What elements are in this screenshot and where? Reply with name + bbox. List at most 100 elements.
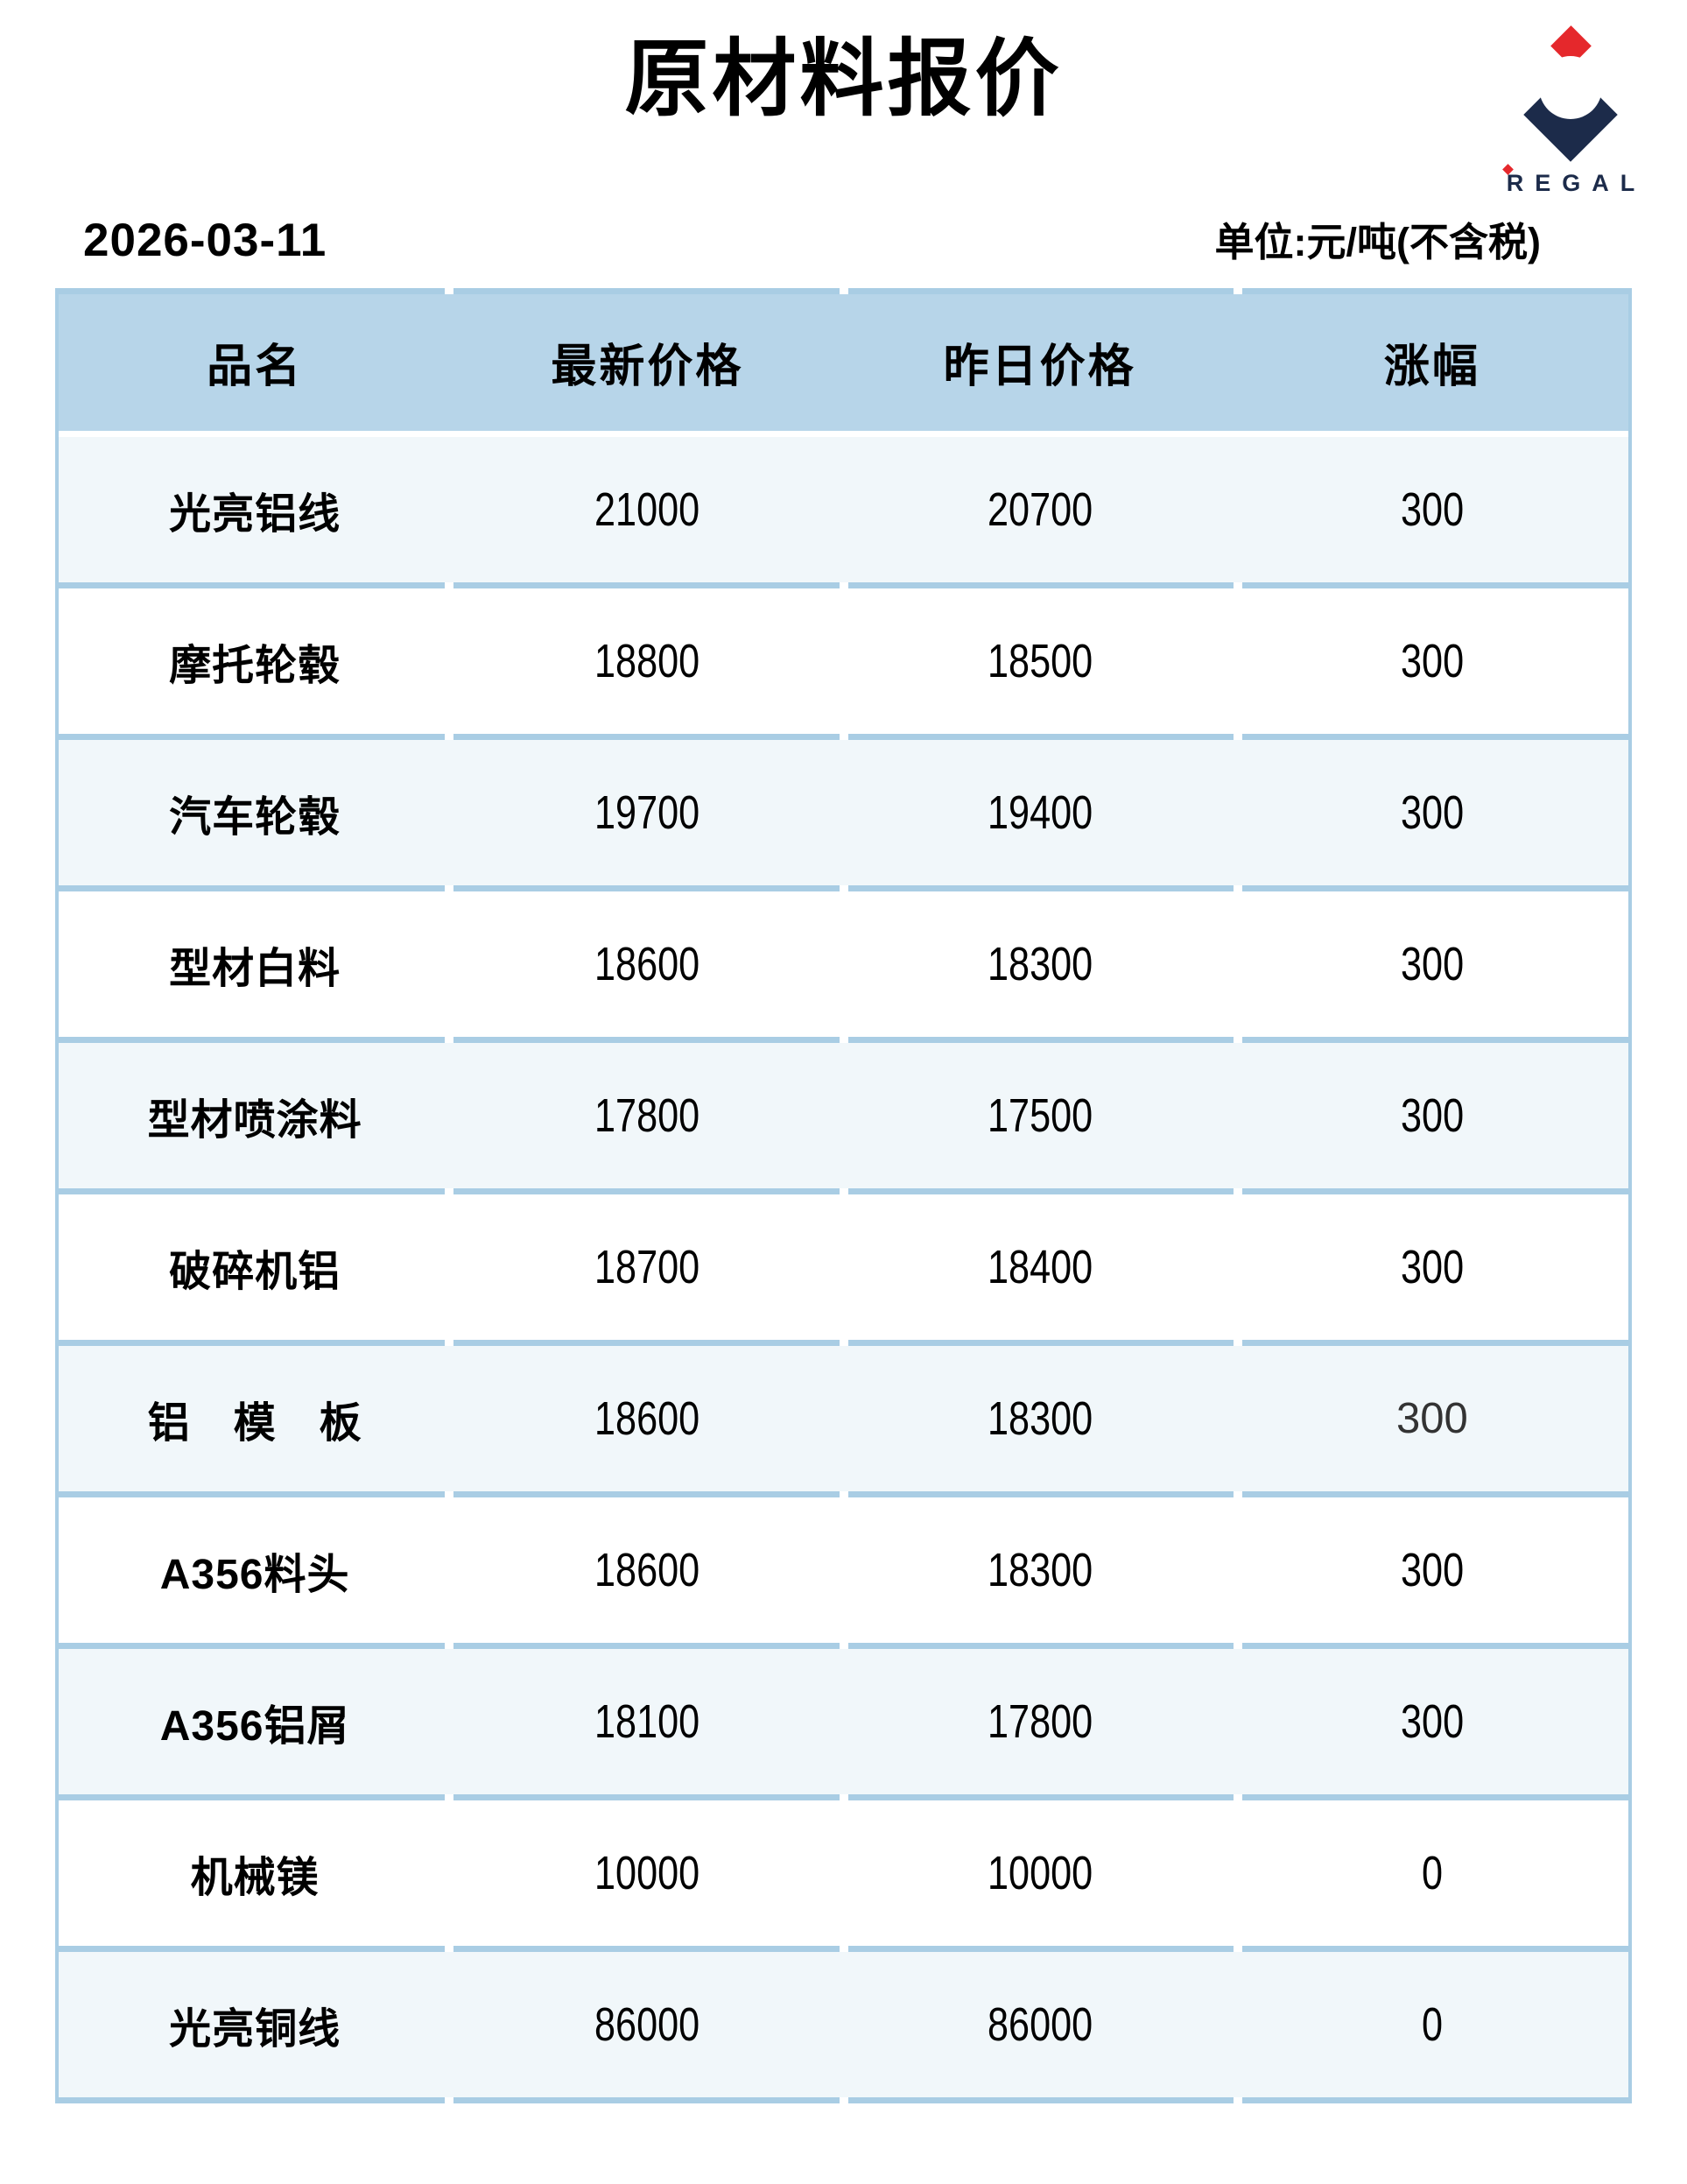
cell-change: 300 xyxy=(1236,937,1628,991)
cell-change: 300 xyxy=(1236,634,1628,688)
col-header-latest: 最新价格 xyxy=(551,342,744,393)
price-table: 品名 最新价格 昨日价格 涨幅 光亮铝线 21000 20700 300 摩托轮毂 188… xyxy=(55,287,1632,2103)
value-text: 10000 xyxy=(594,1846,700,1899)
cell-yesterday-price: 19400 xyxy=(844,786,1236,840)
value-text: 17800 xyxy=(594,1088,700,1142)
row-separator xyxy=(59,1339,1628,1346)
col-header-product: 品名 xyxy=(207,342,304,393)
value-text: 21000 xyxy=(594,483,700,536)
row-separator xyxy=(59,733,1628,740)
cell-change: 300 xyxy=(1236,1088,1628,1143)
table-row: 光亮铝线 21000 20700 300 xyxy=(59,436,1628,582)
cell-change: 300 xyxy=(1236,1394,1628,1443)
value-text: 17500 xyxy=(987,1088,1093,1142)
cell-latest-price: 86000 xyxy=(451,1997,843,2052)
cell-yesterday-price: 18500 xyxy=(844,634,1236,688)
table-row: A356料头 18600 18300 300 xyxy=(59,1497,1628,1643)
cell-latest-price: 18700 xyxy=(451,1240,843,1294)
value-text: 86000 xyxy=(987,1997,1093,2051)
value-text: 18100 xyxy=(594,1694,700,1748)
row-separator xyxy=(59,1490,1628,1497)
cell-product-name: 汽车轮毂 xyxy=(169,793,341,841)
table-row: A356铝屑 18100 17800 300 xyxy=(59,1648,1628,1794)
cell-yesterday-price: 18300 xyxy=(844,937,1236,991)
cell-product-name: 机械镁 xyxy=(190,1854,320,1901)
table-row: 机械镁 10000 10000 0 xyxy=(59,1800,1628,1946)
value-text: 18600 xyxy=(594,937,700,990)
cell-change: 0 xyxy=(1236,1997,1628,2052)
cell-change: 300 xyxy=(1236,483,1628,537)
cell-yesterday-price: 86000 xyxy=(844,1997,1236,2052)
cell-product-name: 型材白料 xyxy=(169,945,341,992)
cell-latest-price: 18800 xyxy=(451,634,843,688)
value-text: 19700 xyxy=(594,786,700,839)
value-text: 300 xyxy=(1400,786,1464,839)
cell-yesterday-price: 18300 xyxy=(844,1391,1236,1446)
table-row: 型材喷涂料 17800 17500 300 xyxy=(59,1042,1628,1188)
cell-product-name: 光亮铜线 xyxy=(169,2005,341,2053)
cell-change: 0 xyxy=(1236,1846,1628,1900)
header-gap xyxy=(59,430,1628,437)
value-text: 0 xyxy=(1421,1997,1443,2051)
cell-latest-price: 18600 xyxy=(451,1391,843,1446)
value-text: 20700 xyxy=(987,483,1093,536)
meta-row: 2026-03-11 单位:元/吨(不含税) xyxy=(83,210,1541,267)
logo-red-dot-icon xyxy=(1501,164,1514,175)
cell-latest-price: 19700 xyxy=(451,786,843,840)
cell-yesterday-price: 20700 xyxy=(844,483,1236,537)
table-row: 光亮铜线 86000 86000 0 xyxy=(59,1951,1628,2097)
value-text: 18600 xyxy=(594,1543,700,1596)
table-row: 型材白料 18600 18300 300 xyxy=(59,891,1628,1037)
value-text: 300 xyxy=(1400,1694,1464,1748)
table-top-border xyxy=(59,287,1628,294)
table-row: 汽车轮毂 19700 19400 300 xyxy=(59,739,1628,885)
value-text: 18600 xyxy=(594,1391,700,1445)
cell-product-name: 铝 模 板 xyxy=(147,1399,362,1447)
unit-label: 单位:元/吨(不含税) xyxy=(1214,219,1541,264)
value-text: 10000 xyxy=(987,1846,1093,1899)
value-text: 86000 xyxy=(594,1997,700,2051)
cell-product-name: 光亮铝线 xyxy=(169,490,341,538)
value-text: 300 xyxy=(1400,1240,1464,1293)
cell-yesterday-price: 18300 xyxy=(844,1543,1236,1597)
row-separator xyxy=(59,1793,1628,1800)
value-text: 18300 xyxy=(987,1543,1093,1596)
cell-latest-price: 18100 xyxy=(451,1694,843,1749)
cell-change: 300 xyxy=(1236,1543,1628,1597)
page-title: 原材料报价 xyxy=(624,32,1063,126)
value-text: 300 xyxy=(1400,1543,1464,1596)
cell-product-name: 型材喷涂料 xyxy=(147,1096,362,1144)
cell-yesterday-price: 17500 xyxy=(844,1088,1236,1143)
value-text: 300 xyxy=(1400,937,1464,990)
logo-diamond-icon xyxy=(1523,56,1618,162)
cell-product-name: A356铝屑 xyxy=(159,1702,350,1750)
logo-brand-text: R EGAL xyxy=(1495,164,1647,197)
row-separator xyxy=(59,2096,1628,2103)
row-separator xyxy=(59,884,1628,891)
value-text: 0 xyxy=(1421,1846,1443,1899)
value-text: 18300 xyxy=(987,937,1093,990)
row-separator xyxy=(59,1945,1628,1952)
cell-product-name: A356料头 xyxy=(159,1551,350,1598)
cell-product-name: 破碎机铝 xyxy=(169,1248,341,1295)
cell-yesterday-price: 10000 xyxy=(844,1846,1236,1900)
table-row: 摩托轮毂 18800 18500 300 xyxy=(59,588,1628,734)
table-row: 破碎机铝 18700 18400 300 xyxy=(59,1194,1628,1340)
value-text: 18300 xyxy=(987,1391,1093,1445)
cell-latest-price: 10000 xyxy=(451,1846,843,1900)
value-text: 18700 xyxy=(594,1240,700,1293)
cell-latest-price: 18600 xyxy=(451,1543,843,1597)
cell-yesterday-price: 17800 xyxy=(844,1694,1236,1749)
date-label: 2026-03-11 xyxy=(83,214,327,266)
cell-latest-price: 21000 xyxy=(451,483,843,537)
value-text: 18400 xyxy=(987,1240,1093,1293)
value-text: 18800 xyxy=(594,634,700,687)
cell-change: 300 xyxy=(1236,1694,1628,1749)
table-body: 光亮铝线 21000 20700 300 摩托轮毂 18800 18500 300 汽车轮毂 19… xyxy=(59,436,1628,2103)
cell-yesterday-price: 18400 xyxy=(844,1240,1236,1294)
row-separator xyxy=(59,1642,1628,1649)
cell-change: 300 xyxy=(1236,1240,1628,1294)
cell-product-name: 摩托轮毂 xyxy=(169,642,341,689)
row-separator xyxy=(59,581,1628,588)
